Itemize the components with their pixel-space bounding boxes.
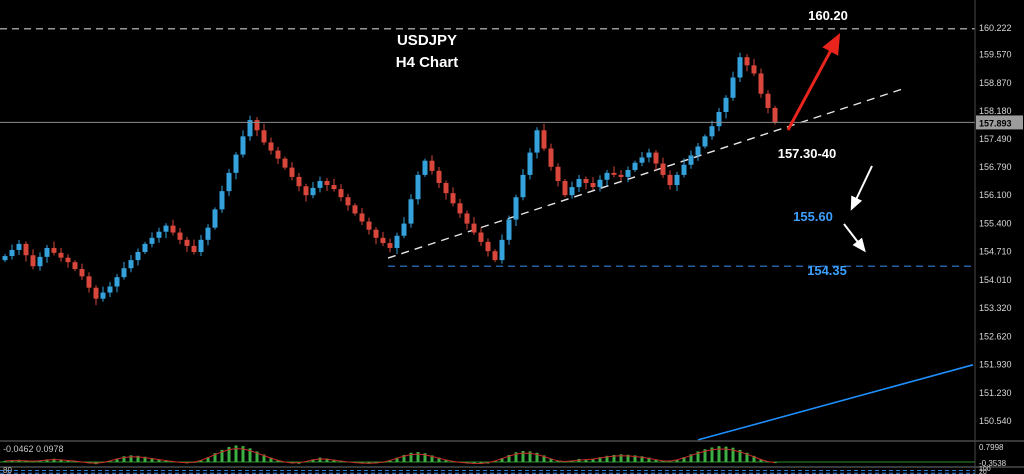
price-axis-label: 160.222 <box>979 23 1012 33</box>
indicator1-min-label: -0.3538 <box>979 459 1007 468</box>
current-price-tag: 157.893 <box>976 115 1023 130</box>
rising-dashed-trendline[interactable] <box>387 88 904 259</box>
price-axis-label: 153.320 <box>979 303 1012 313</box>
price-axis-label: 154.710 <box>979 247 1012 257</box>
price-axis-label: 154.010 <box>979 275 1012 285</box>
price-axis-label: 156.790 <box>979 162 1012 172</box>
price-axis-label: 155.400 <box>979 219 1012 229</box>
white-down-arrow-2[interactable] <box>843 223 866 253</box>
price-axis-label: 158.180 <box>979 106 1012 116</box>
indicator2-top-label: 100 <box>979 466 991 473</box>
white-down-arrow-1[interactable] <box>850 165 873 211</box>
candles-group <box>2 52 778 306</box>
price-axis-label: 151.230 <box>979 388 1012 398</box>
blue-support-trendline[interactable] <box>697 364 974 441</box>
indicator-panel-1: 0.7998 -0.3538 <box>0 443 1007 468</box>
price-axis-label: 159.570 <box>979 49 1012 59</box>
price-axis-label: 157.490 <box>979 134 1012 144</box>
price-axis-label: 150.540 <box>979 416 1012 426</box>
level-lines <box>0 28 975 267</box>
svg-text:157.893: 157.893 <box>979 118 1012 128</box>
price-axis-label: 156.100 <box>979 190 1012 200</box>
indicator-signal-line <box>4 448 776 464</box>
price-axis-label: 158.870 <box>979 78 1012 88</box>
price-axis-label: 152.620 <box>979 331 1012 341</box>
red-up-arrow[interactable] <box>786 33 841 131</box>
price-axis: 160.222 159.570 158.870 158.180 157.490 156.7… <box>979 23 1012 426</box>
price-axis-label: 151.930 <box>979 359 1012 369</box>
indicator1-max-label: 0.7998 <box>979 443 1004 452</box>
indicator2-bottom-label: 20 <box>979 469 987 474</box>
